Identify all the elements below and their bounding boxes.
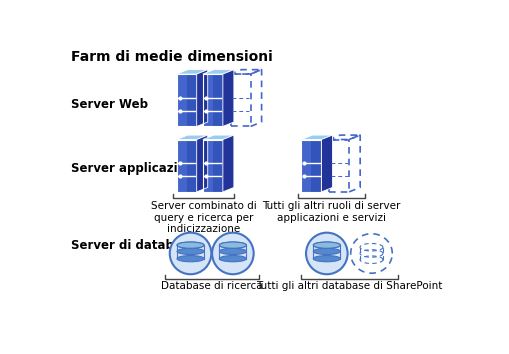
Ellipse shape [177, 242, 204, 248]
Text: Server applicazioni: Server applicazioni [71, 162, 198, 175]
Polygon shape [186, 74, 196, 126]
Ellipse shape [219, 242, 246, 248]
Circle shape [305, 233, 347, 274]
Polygon shape [321, 135, 332, 192]
Ellipse shape [177, 256, 204, 262]
Text: Farm di medie dimensioni: Farm di medie dimensioni [71, 50, 272, 64]
Circle shape [169, 233, 211, 274]
Polygon shape [176, 135, 207, 139]
Ellipse shape [219, 242, 246, 248]
Text: Database di ricerca: Database di ricerca [161, 281, 263, 291]
Ellipse shape [219, 256, 246, 262]
Text: Server di database: Server di database [71, 239, 196, 252]
Polygon shape [176, 139, 186, 192]
Polygon shape [212, 74, 222, 126]
Text: Tutti gli altri ruoli di server
applicazioni e servizi: Tutti gli altri ruoli di server applicaz… [262, 201, 400, 223]
Polygon shape [222, 135, 234, 192]
Ellipse shape [313, 242, 340, 248]
Text: Tutti gli altri database di SharePoint: Tutti gli altri database di SharePoint [256, 281, 441, 291]
Polygon shape [176, 70, 207, 74]
Polygon shape [203, 139, 212, 192]
Polygon shape [212, 139, 222, 192]
Ellipse shape [177, 242, 204, 248]
Polygon shape [311, 139, 321, 192]
Polygon shape [203, 74, 212, 126]
Ellipse shape [313, 256, 340, 262]
Polygon shape [176, 74, 186, 126]
Polygon shape [186, 139, 196, 192]
Ellipse shape [177, 248, 204, 255]
Ellipse shape [219, 248, 246, 255]
Polygon shape [222, 70, 234, 126]
Ellipse shape [313, 248, 340, 255]
Polygon shape [301, 135, 332, 139]
Polygon shape [203, 70, 234, 74]
Polygon shape [203, 135, 234, 139]
Circle shape [212, 233, 253, 274]
Polygon shape [196, 70, 207, 126]
Polygon shape [196, 135, 207, 192]
Ellipse shape [313, 242, 340, 248]
Text: Server Web: Server Web [71, 98, 148, 110]
Polygon shape [301, 139, 311, 192]
Text: Server combinato di
query e ricerca per
indicizzazione: Server combinato di query e ricerca per … [151, 201, 256, 234]
